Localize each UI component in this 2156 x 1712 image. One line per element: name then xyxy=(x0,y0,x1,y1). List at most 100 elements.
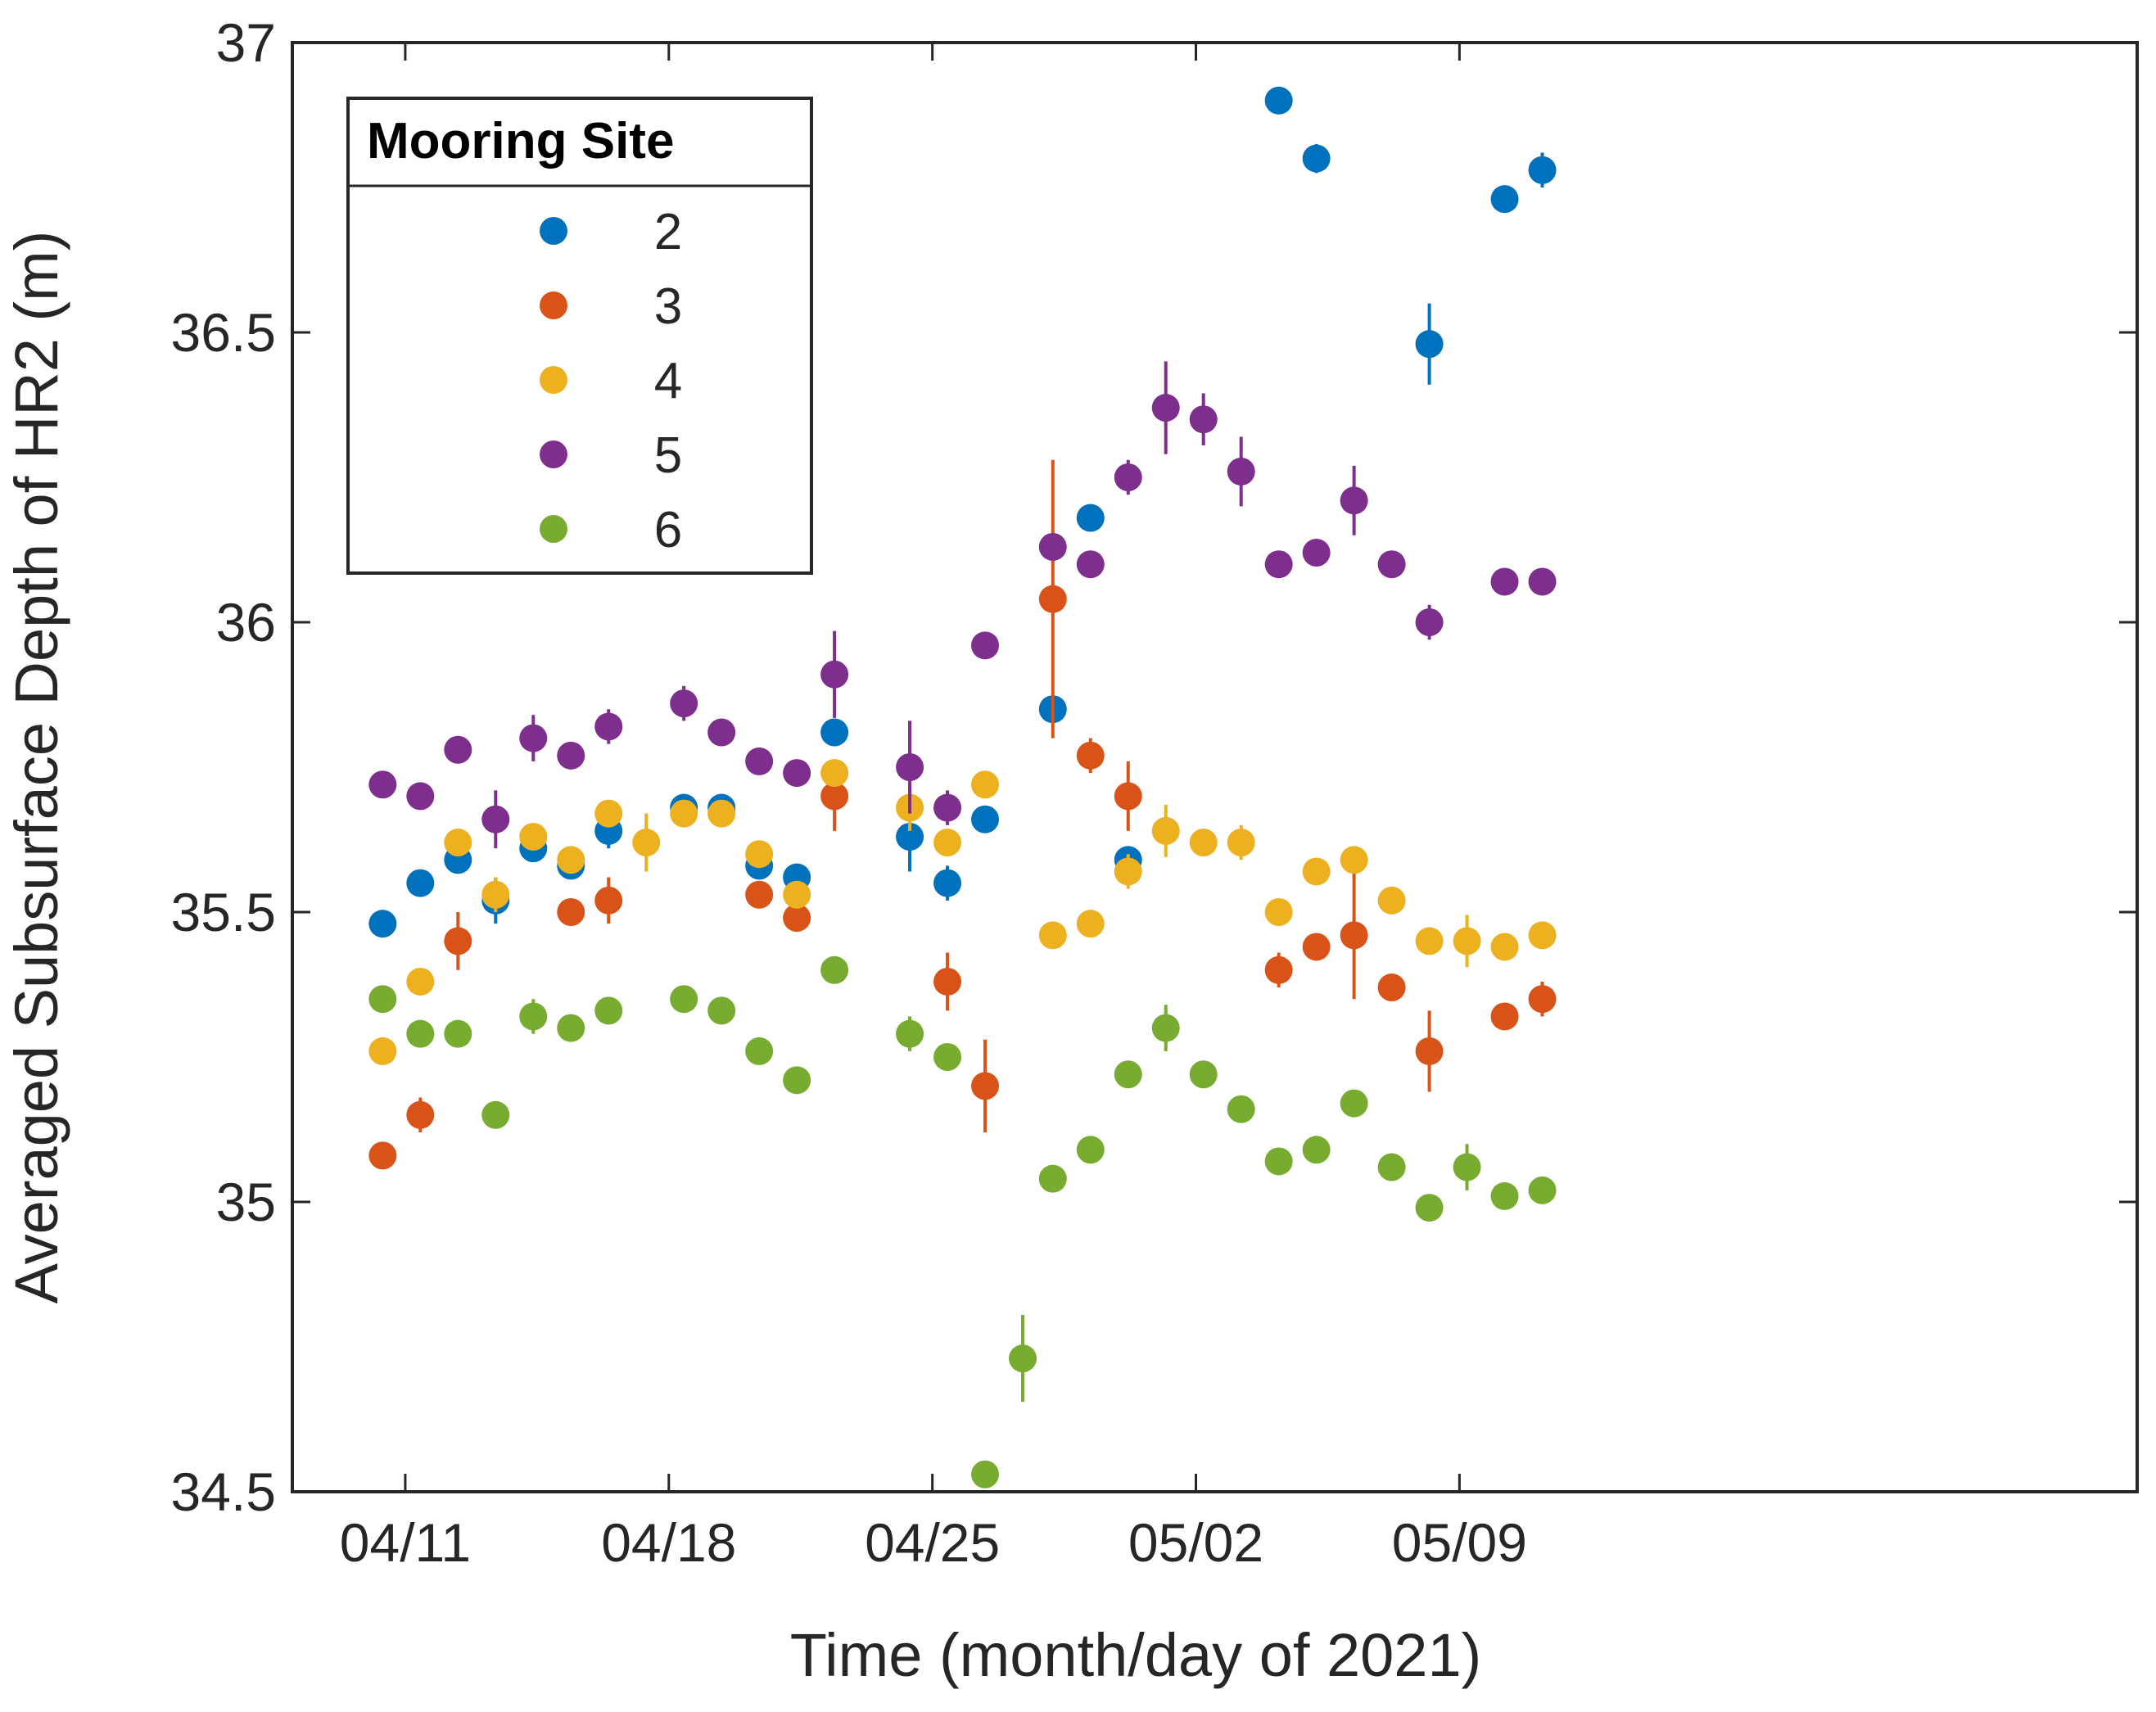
data-point xyxy=(971,805,1000,833)
data-point xyxy=(1490,1181,1519,1210)
data-point xyxy=(1528,921,1557,950)
data-point xyxy=(707,996,736,1025)
data-point xyxy=(820,759,849,788)
data-point xyxy=(406,1100,435,1129)
data-point xyxy=(1264,898,1293,926)
data-point xyxy=(1490,933,1519,961)
data-point xyxy=(971,1072,1000,1100)
data-point xyxy=(1453,1153,1481,1181)
data-point xyxy=(1076,550,1105,579)
data-point xyxy=(971,1460,1000,1488)
data-point xyxy=(971,631,1000,660)
legend-marker-2 xyxy=(540,217,567,245)
data-point xyxy=(1528,985,1557,1014)
data-point xyxy=(1189,1060,1218,1089)
data-point xyxy=(1227,457,1255,486)
data-point xyxy=(1114,1060,1142,1089)
data-point xyxy=(481,805,510,833)
data-point xyxy=(745,840,774,869)
x-tick-label: 04/18 xyxy=(601,1512,736,1573)
data-point xyxy=(368,1037,397,1065)
data-point xyxy=(820,718,849,747)
data-point xyxy=(896,753,924,781)
data-point xyxy=(368,985,397,1014)
data-point xyxy=(1415,927,1444,955)
data-point xyxy=(1189,829,1218,857)
data-point xyxy=(444,735,472,764)
data-point xyxy=(1302,144,1331,173)
data-point xyxy=(1377,550,1406,579)
data-point xyxy=(745,747,774,775)
data-point xyxy=(368,770,397,799)
data-point xyxy=(1076,741,1105,770)
data-point xyxy=(1227,1095,1255,1123)
data-point xyxy=(933,967,962,996)
legend-marker-4 xyxy=(540,366,567,394)
data-point xyxy=(1038,1164,1067,1193)
data-point xyxy=(745,880,774,909)
data-point xyxy=(896,822,924,851)
data-point xyxy=(1528,567,1557,596)
data-point xyxy=(406,1019,435,1048)
data-point xyxy=(1038,532,1067,561)
y-tick-label: 34.5 xyxy=(171,1461,276,1522)
data-point xyxy=(783,880,811,909)
data-point xyxy=(557,846,585,874)
data-point xyxy=(1114,782,1142,811)
y-tick-label: 35.5 xyxy=(171,882,276,942)
data-point xyxy=(971,770,1000,799)
data-point xyxy=(1340,486,1368,515)
data-point xyxy=(557,741,585,770)
data-point xyxy=(933,869,962,897)
data-point xyxy=(1340,1089,1368,1118)
data-point xyxy=(1264,550,1293,579)
data-point xyxy=(1189,405,1218,434)
data-point xyxy=(557,1014,585,1042)
data-point xyxy=(783,1066,811,1095)
series-3 xyxy=(368,459,1557,1170)
x-axis-title: Time (month/day of 2021) xyxy=(790,1621,1482,1689)
data-point xyxy=(1528,1176,1557,1204)
data-point xyxy=(1038,585,1067,613)
data-point xyxy=(707,718,736,747)
series-5 xyxy=(368,361,1557,849)
x-tick-label: 05/09 xyxy=(1392,1512,1527,1573)
legend-label-2: 2 xyxy=(654,204,682,260)
data-point xyxy=(1453,927,1481,955)
data-point xyxy=(896,1019,924,1048)
data-point xyxy=(783,904,811,933)
data-point xyxy=(1415,330,1444,359)
data-point xyxy=(406,782,435,811)
data-point xyxy=(1415,1194,1444,1222)
data-point xyxy=(1151,1014,1180,1042)
y-tick-label: 36 xyxy=(216,592,276,653)
data-point xyxy=(1009,1344,1037,1373)
data-point xyxy=(481,880,510,909)
data-point xyxy=(933,829,962,857)
data-point xyxy=(1076,504,1105,532)
legend-entries: 2 3 4 5 6 xyxy=(540,204,682,558)
data-point xyxy=(1490,567,1519,596)
data-point xyxy=(1340,921,1368,950)
data-point xyxy=(368,910,397,938)
legend-title: Mooring Site xyxy=(367,113,674,169)
data-point xyxy=(519,1002,548,1031)
data-point xyxy=(1490,185,1519,214)
x-tick-label: 04/25 xyxy=(865,1512,1000,1573)
data-point xyxy=(406,967,435,996)
data-point xyxy=(1151,816,1180,845)
data-point xyxy=(1302,1136,1331,1164)
data-point xyxy=(1264,955,1293,984)
series-6 xyxy=(368,955,1557,1488)
data-point xyxy=(1377,1153,1406,1181)
data-point xyxy=(632,829,661,857)
data-point xyxy=(1114,463,1142,491)
data-point xyxy=(594,799,623,828)
data-point xyxy=(1302,857,1331,886)
data-point xyxy=(1528,156,1557,184)
y-tick-label: 36.5 xyxy=(171,302,276,363)
legend-marker-6 xyxy=(540,515,567,543)
